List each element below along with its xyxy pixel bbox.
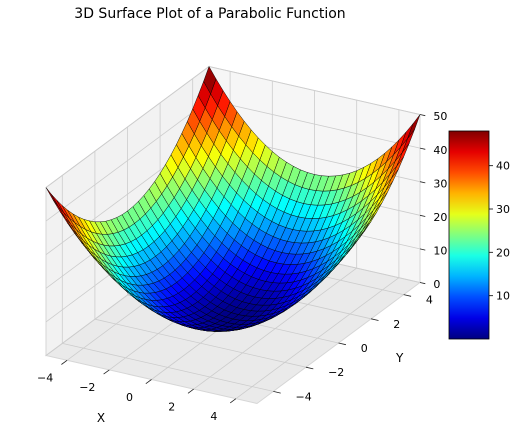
chart-title: 3D Surface Plot of a Parabolic Function [74,6,346,22]
back-gridline-z [208,66,421,115]
z-tick [419,248,426,251]
y-tick [273,391,281,394]
z-tick [419,214,426,217]
floor-gridline-y [62,343,274,392]
y-tick [338,342,346,346]
y-tick-label: −2 [328,366,344,379]
z-tick-label: 0 [433,278,440,291]
colorbar-tick-label: 40 [496,160,510,173]
z-tick [419,147,426,150]
y-tick-label: 4 [426,294,433,307]
floor-gridline-y [94,318,306,368]
x-tick [187,388,194,394]
z-tick-label: 40 [433,144,447,157]
back-gridline-z [208,99,421,149]
surface-patch [203,66,217,95]
y-tick-label: 2 [393,318,400,331]
z-tick [419,114,426,117]
y-tick [403,294,412,297]
surface-mesh [45,66,421,332]
colorbar-tick-label: 10 [496,290,510,303]
left-gridline-z [45,99,210,222]
z-tick-label: 20 [433,211,447,224]
x-axis-label: X [97,411,105,425]
x-tick [61,359,68,365]
x-tick [103,369,110,375]
x-tick-label: −4 [37,372,53,385]
colorbar: 10 20 30 40 [448,130,510,340]
x-tick-label: 4 [210,410,217,423]
y-tick [305,366,314,370]
z-tick-label: 30 [433,177,447,190]
y-axis-label: Y [395,351,404,365]
z-tick-label: 10 [433,245,447,258]
y-tick-label: −4 [296,390,312,403]
y-tick [371,318,379,321]
colorbar-tick-label: 20 [496,246,510,259]
colorbar-tick-label: 30 [496,203,510,216]
x-tick [145,379,152,385]
z-tick [419,282,426,285]
x-tick-label: −2 [79,381,95,394]
z-tick-label: 50 [433,110,447,123]
z-tick [419,181,426,184]
x-tick-label: 2 [168,400,175,413]
colorbar-bar [448,130,490,340]
x-tick [229,398,237,404]
left-gridline-z [45,66,210,188]
y-tick-label: 0 [361,342,368,355]
x-tick-label: 0 [126,391,133,404]
